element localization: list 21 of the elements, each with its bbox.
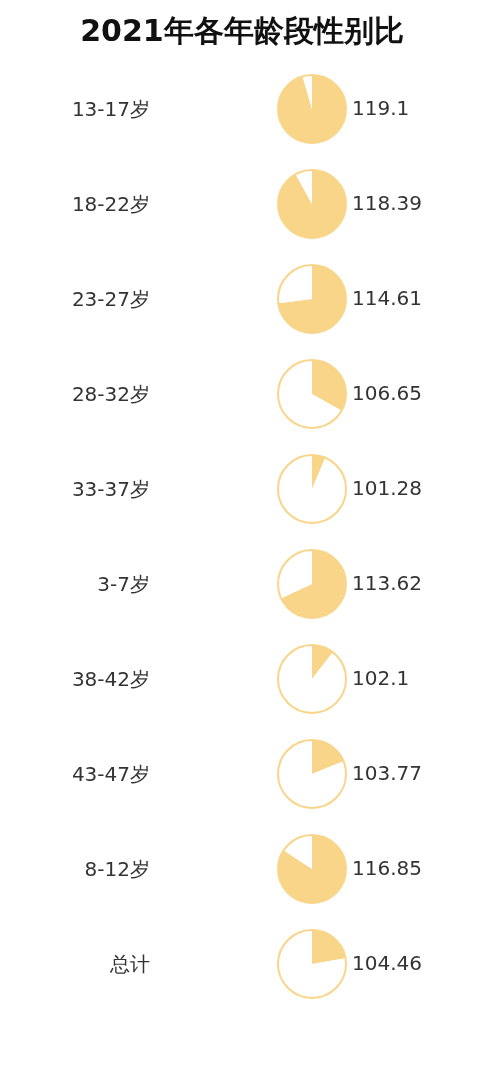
category-label: 总计 (109, 951, 150, 978)
data-label: 102.1 (352, 666, 410, 690)
category-label: 38-42岁 (70, 666, 150, 693)
category-label: 13-17岁 (70, 96, 150, 123)
category-label: 18-22岁 (70, 191, 150, 218)
category-label: 8-12岁 (83, 856, 150, 883)
data-label: 118.39 (352, 191, 422, 215)
data-label: 106.65 (352, 381, 422, 405)
data-label: 113.62 (352, 571, 422, 595)
data-label: 104.46 (352, 951, 422, 975)
data-label: 103.77 (352, 761, 422, 785)
text: 2021年各年龄段性别比 (79, 12, 405, 50)
category-label: 33-37岁 (70, 476, 150, 503)
category-label: 3-7岁 (96, 571, 150, 598)
data-label: 119.1 (352, 96, 410, 120)
category-label: 23-27岁 (70, 286, 150, 313)
data-label: 116.85 (352, 856, 422, 880)
category-label: 28-32岁 (70, 381, 150, 408)
category-label: 43-47岁 (70, 761, 150, 788)
data-label: 114.61 (352, 286, 422, 310)
data-label: 101.28 (352, 476, 422, 500)
